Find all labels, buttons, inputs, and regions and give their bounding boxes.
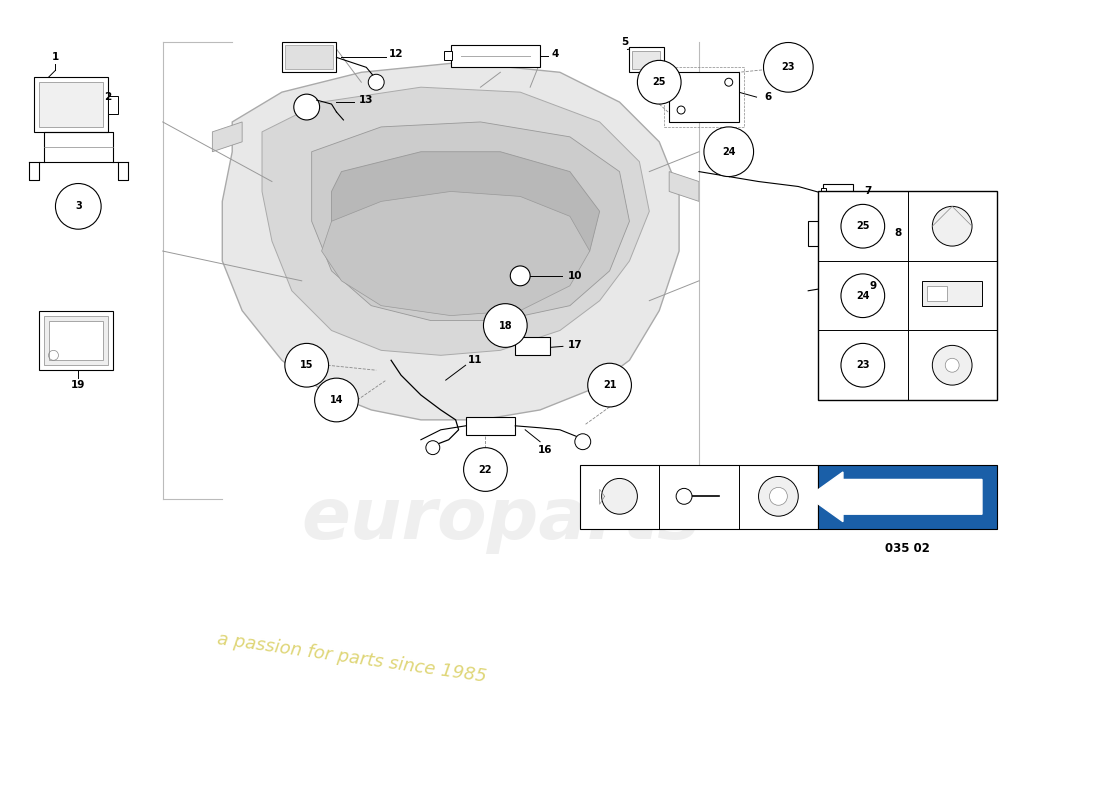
Circle shape [55,183,101,229]
Bar [443,51,452,60]
Polygon shape [212,122,242,152]
Circle shape [637,60,681,104]
Text: 12: 12 [388,50,404,59]
Bar [451,46,540,67]
Circle shape [510,266,530,286]
Text: 7: 7 [865,186,871,197]
Text: 035 02: 035 02 [886,542,929,555]
Circle shape [856,306,870,319]
Bar [669,72,739,122]
Bar [823,183,852,202]
Text: 21: 21 [603,380,616,390]
Circle shape [842,204,884,248]
Text: a passion for parts since 1985: a passion for parts since 1985 [216,630,487,686]
Text: 25: 25 [652,78,666,87]
Text: 23: 23 [782,62,795,72]
Bar [48,321,103,360]
Text: 17: 17 [568,340,582,350]
Text: 10: 10 [568,271,582,281]
Text: 11: 11 [469,355,483,366]
Bar [39,310,113,370]
Circle shape [763,42,813,92]
Polygon shape [222,62,679,420]
Text: 1: 1 [52,52,59,62]
Bar [39,82,103,127]
Bar [664,67,744,127]
Bar [632,51,660,70]
Text: 16: 16 [538,445,552,454]
Bar [808,222,878,246]
Circle shape [602,478,637,514]
Text: 8: 8 [894,228,901,238]
Text: 15: 15 [300,360,313,370]
Polygon shape [262,87,649,355]
Circle shape [426,441,440,454]
Text: 24: 24 [722,146,736,157]
Bar [580,465,818,529]
Text: 6: 6 [764,92,772,102]
Text: europarts: europarts [301,485,701,554]
Text: 5: 5 [620,38,628,47]
Text: 9: 9 [869,281,877,290]
Circle shape [933,206,972,246]
Text: 2: 2 [104,92,112,102]
Text: 3: 3 [75,202,81,211]
Bar [818,465,997,529]
Bar [282,42,337,72]
Circle shape [285,343,329,387]
Text: 22: 22 [478,465,492,474]
Polygon shape [331,152,600,290]
Circle shape [368,74,384,90]
Circle shape [933,346,972,385]
Circle shape [842,343,884,387]
Text: 24: 24 [856,290,870,301]
Bar [629,47,664,72]
Circle shape [484,304,527,347]
Bar [285,46,332,70]
Bar [923,281,982,306]
Polygon shape [321,191,590,315]
Polygon shape [311,122,629,321]
Bar [818,191,997,400]
Circle shape [315,378,359,422]
Bar [927,286,947,301]
Circle shape [463,448,507,491]
Text: 25: 25 [856,222,870,231]
Circle shape [842,274,884,318]
Text: 18: 18 [498,321,513,330]
Circle shape [759,477,799,516]
Circle shape [945,358,959,372]
Bar [515,338,550,355]
Circle shape [676,488,692,504]
Circle shape [704,127,754,177]
Bar [44,315,108,366]
Text: 4: 4 [551,50,559,59]
Circle shape [575,434,591,450]
Text: 23: 23 [856,360,870,370]
Circle shape [770,487,788,506]
Bar [821,189,826,197]
Text: 13: 13 [359,95,374,105]
Bar [465,417,515,434]
FancyArrow shape [808,472,982,522]
Polygon shape [669,171,698,202]
Bar [108,96,118,114]
Circle shape [294,94,320,120]
Text: 19: 19 [72,380,86,390]
Bar [34,78,108,132]
Circle shape [587,363,631,407]
Text: 14: 14 [330,395,343,405]
